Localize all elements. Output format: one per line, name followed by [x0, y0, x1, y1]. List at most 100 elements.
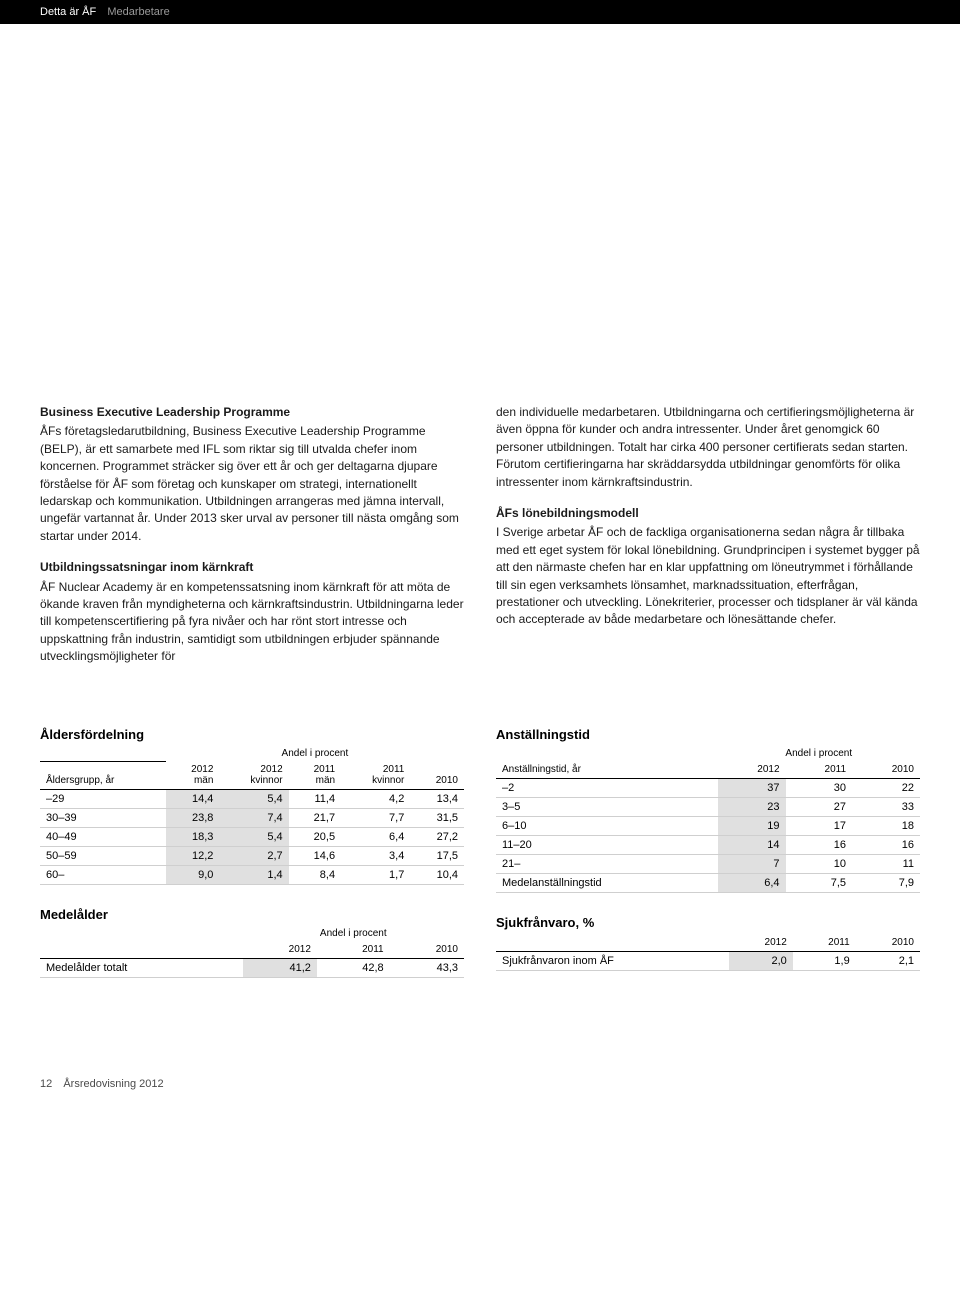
td-label: 40–49 — [40, 828, 166, 847]
td-value: 4,2 — [341, 790, 410, 809]
td-value: 10 — [786, 855, 853, 874]
th-medel-1: 2011 — [317, 941, 390, 959]
th-age-4: 2010 — [410, 761, 464, 790]
th-emp-1: 2011 — [786, 761, 853, 779]
td-value: 14 — [718, 836, 786, 855]
table-row: Medelålder totalt 41,2 42,8 43,3 — [40, 959, 464, 978]
column-left: Business Executive Leadership Programme … — [40, 404, 464, 679]
table-medel: Andel i procent 2012 2011 2010 Medelålde… — [40, 926, 464, 978]
table-row: Sjukfrånvaron inom ÅF 2,0 1,9 2,1 — [496, 952, 920, 971]
table-row: –2373022 — [496, 779, 920, 798]
td-medel-0: 41,2 — [243, 959, 317, 978]
table-sick: 2012 2011 2010 Sjukfrånvaron inom ÅF 2,0… — [496, 934, 920, 971]
td-value: 7,9 — [852, 874, 920, 893]
td-value: 16 — [786, 836, 853, 855]
th-age-1: 2012kvinnor — [219, 761, 288, 790]
table-row: 40–4918,35,420,56,427,2 — [40, 828, 464, 847]
table-row: 30–3923,87,421,77,731,5 — [40, 809, 464, 828]
td-value: 7,4 — [219, 809, 288, 828]
table-row: 21–71011 — [496, 855, 920, 874]
td-value: 7,7 — [341, 809, 410, 828]
th-medel-2: 2010 — [390, 941, 464, 959]
th-emp-0: 2012 — [718, 761, 786, 779]
breadcrumb: Detta är ÅF Medarbetare — [0, 0, 960, 24]
breadcrumb-page: Medarbetare — [107, 6, 169, 18]
td-value: 5,4 — [219, 790, 288, 809]
td-value: 21,7 — [289, 809, 341, 828]
td-value: 7,5 — [786, 874, 853, 893]
td-value: 17,5 — [410, 847, 464, 866]
table-sick-header-row: 2012 2011 2010 — [496, 934, 920, 952]
td-value: 11,4 — [289, 790, 341, 809]
td-value: 31,5 — [410, 809, 464, 828]
th-age-label: Åldersgrupp, år — [40, 761, 166, 790]
table-age: Andel i procent Åldersgrupp, år 2012män … — [40, 746, 464, 885]
td-label: –2 — [496, 779, 718, 798]
td-medel-2: 43,3 — [390, 959, 464, 978]
table-emp-subhead: Andel i procent — [718, 746, 920, 761]
page-footer: 12 Årsredovisning 2012 — [0, 1078, 960, 1120]
column-right: den individuelle medarbetaren. Utbildnin… — [496, 404, 920, 679]
para-belp: ÅFs företagsledarutbildning, Business Ex… — [40, 423, 464, 545]
breadcrumb-section: Detta är ÅF — [40, 6, 96, 18]
table-row: –2914,45,411,44,213,4 — [40, 790, 464, 809]
td-label: –29 — [40, 790, 166, 809]
td-value: 6,4 — [718, 874, 786, 893]
td-value: 8,4 — [289, 866, 341, 885]
td-value: 37 — [718, 779, 786, 798]
th-sick-2: 2010 — [856, 934, 920, 952]
table-title-medel: Medelålder — [40, 907, 464, 922]
table-title-age: Åldersfördelning — [40, 727, 464, 742]
td-sick-0: 2,0 — [729, 952, 793, 971]
table-row: Medelanställningstid6,47,57,9 — [496, 874, 920, 893]
table-age-header-row: Åldersgrupp, år 2012män 2012kvinnor 2011… — [40, 761, 464, 790]
heading-karnkraft: Utbildningssatsningar inom kärnkraft — [40, 559, 464, 576]
table-row: 60–9,01,48,41,710,4 — [40, 866, 464, 885]
td-value: 18,3 — [166, 828, 220, 847]
td-label: 60– — [40, 866, 166, 885]
td-sick-2: 2,1 — [856, 952, 920, 971]
td-value: 27 — [786, 798, 853, 817]
td-label: Medelanställningstid — [496, 874, 718, 893]
text-columns: Business Executive Leadership Programme … — [40, 404, 920, 679]
th-emp-label: Anställningstid, år — [496, 761, 718, 779]
table-age-subhead: Andel i procent — [166, 746, 464, 761]
td-value: 10,4 — [410, 866, 464, 885]
td-value: 13,4 — [410, 790, 464, 809]
td-value: 30 — [786, 779, 853, 798]
td-value: 18 — [852, 817, 920, 836]
para-lonebildning: I Sverige arbetar ÅF och de fackliga org… — [496, 524, 920, 628]
td-label: 6–10 — [496, 817, 718, 836]
th-age-0: 2012män — [166, 761, 220, 790]
table-medel-subhead: Andel i procent — [243, 926, 464, 941]
th-age-3: 2011kvinnor — [341, 761, 410, 790]
td-label: 30–39 — [40, 809, 166, 828]
table-title-emp: Anställningstid — [496, 727, 920, 742]
td-sick-label: Sjukfrånvaron inom ÅF — [496, 952, 729, 971]
td-label: 11–20 — [496, 836, 718, 855]
table-row: 50–5912,22,714,63,417,5 — [40, 847, 464, 866]
table-block-right: Anställningstid Andel i procent Anställn… — [496, 727, 920, 978]
td-value: 1,4 — [219, 866, 288, 885]
td-sick-1: 1,9 — [793, 952, 856, 971]
td-value: 11 — [852, 855, 920, 874]
table-emp: Andel i procent Anställningstid, år 2012… — [496, 746, 920, 893]
footer-doc-title: Årsredovisning 2012 — [63, 1078, 163, 1090]
th-emp-2: 2010 — [852, 761, 920, 779]
td-value: 27,2 — [410, 828, 464, 847]
td-value: 33 — [852, 798, 920, 817]
td-label: 50–59 — [40, 847, 166, 866]
td-value: 14,4 — [166, 790, 220, 809]
td-value: 17 — [786, 817, 853, 836]
td-value: 16 — [852, 836, 920, 855]
td-medel-label: Medelålder totalt — [40, 959, 243, 978]
td-value: 6,4 — [341, 828, 410, 847]
tables-row: Åldersfördelning Andel i procent Åldersg… — [40, 727, 920, 978]
page-body: Business Executive Leadership Programme … — [0, 24, 960, 1018]
table-title-sick: Sjukfrånvaro, % — [496, 915, 920, 930]
td-value: 3,4 — [341, 847, 410, 866]
heading-belp: Business Executive Leadership Programme — [40, 404, 464, 421]
th-medel-0: 2012 — [243, 941, 317, 959]
td-value: 12,2 — [166, 847, 220, 866]
td-value: 2,7 — [219, 847, 288, 866]
